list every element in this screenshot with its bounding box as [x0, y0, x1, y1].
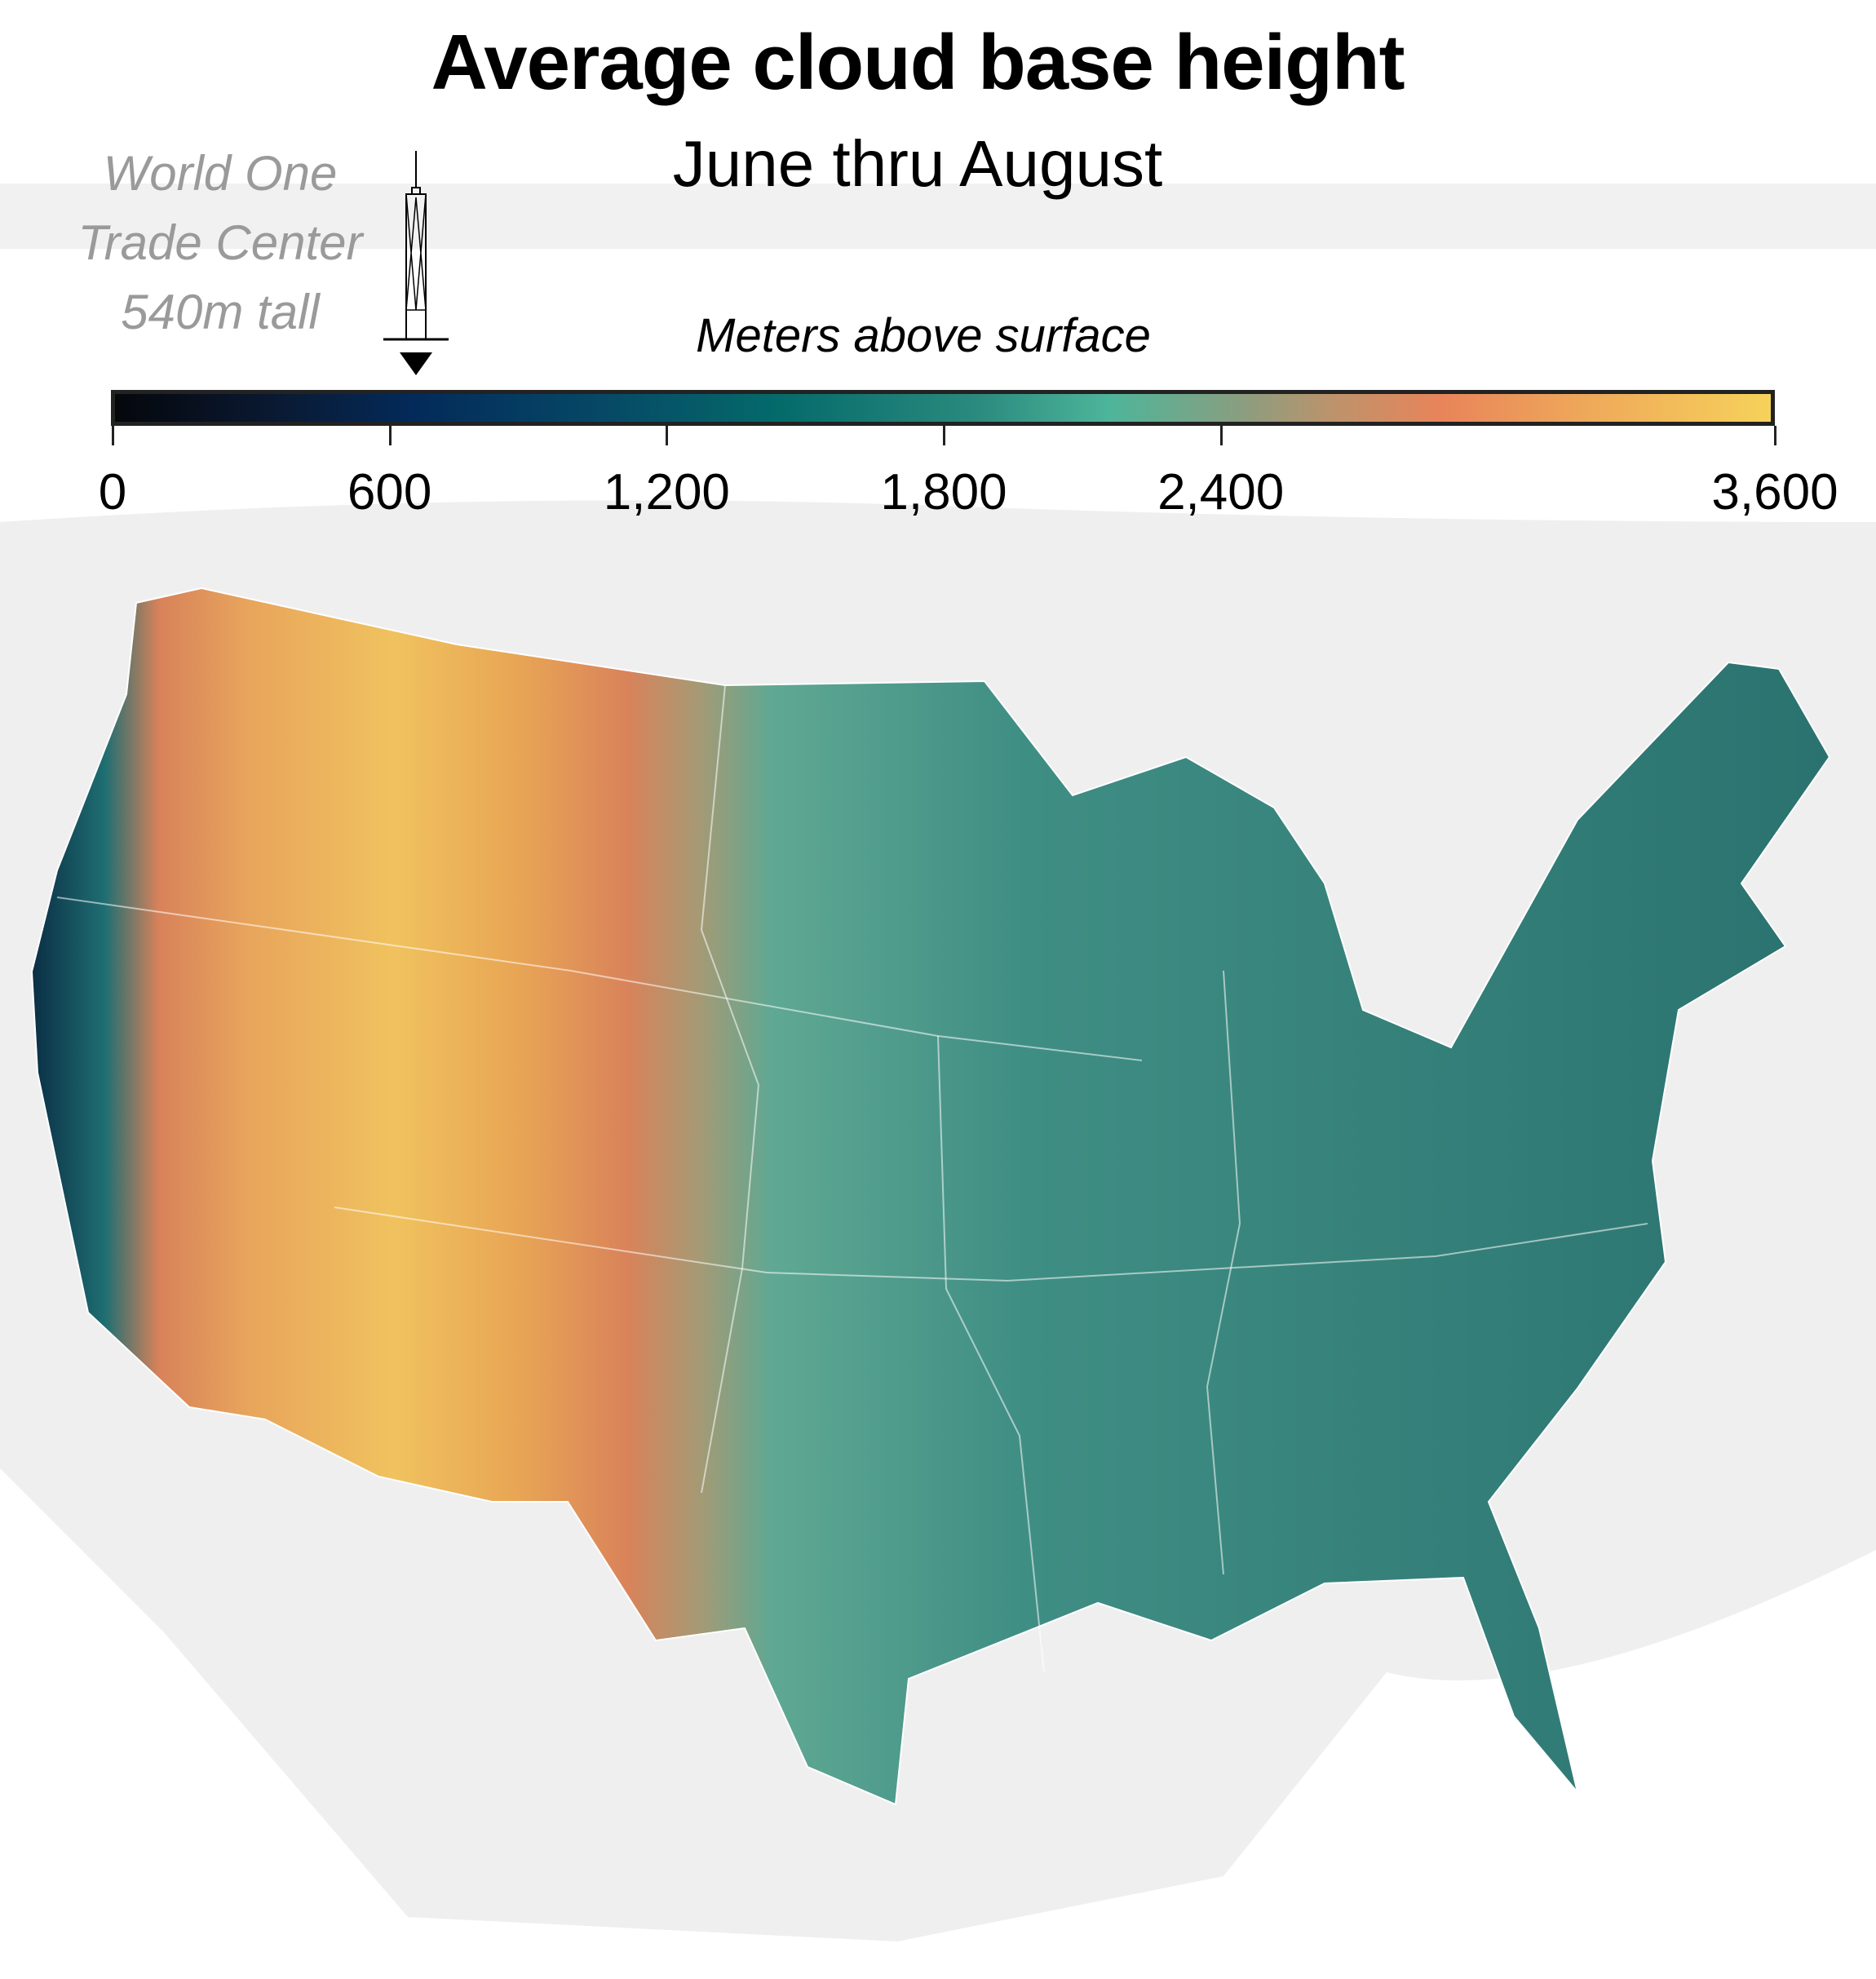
colorbar-tick — [1774, 426, 1776, 445]
colorbar-tick — [666, 426, 669, 445]
colorbar-tick-label: 3,600 — [1711, 464, 1838, 520]
colorbar-tick — [943, 426, 945, 445]
contiguous-us — [30, 587, 1831, 1806]
colorbar — [111, 390, 1775, 426]
annotation-line-3: 540m tall — [121, 285, 320, 339]
annotation-line-2: Trade Center — [77, 215, 363, 270]
marker-arrow-icon — [400, 352, 432, 375]
colorbar-tick-label: 600 — [347, 464, 432, 520]
colorbar-tick-label: 1,200 — [603, 464, 730, 520]
colorbar-tick-label: 2,400 — [1157, 464, 1285, 520]
colorbar-tick-label: 0 — [98, 464, 127, 520]
skyscraper-icon — [383, 151, 449, 341]
colorbar-tick — [1219, 426, 1223, 445]
colorbar-tick-label: 1,800 — [880, 464, 1007, 520]
annotation-line-1: World One — [103, 146, 338, 201]
colorbar-tick — [112, 426, 114, 445]
state-borders — [56, 684, 1648, 1673]
chart-subtitle: June thru August — [672, 127, 1163, 200]
colorbar-tick — [388, 426, 392, 445]
chart-title: Average cloud base height — [431, 19, 1405, 106]
legend-title: Meters above surface — [696, 309, 1151, 362]
